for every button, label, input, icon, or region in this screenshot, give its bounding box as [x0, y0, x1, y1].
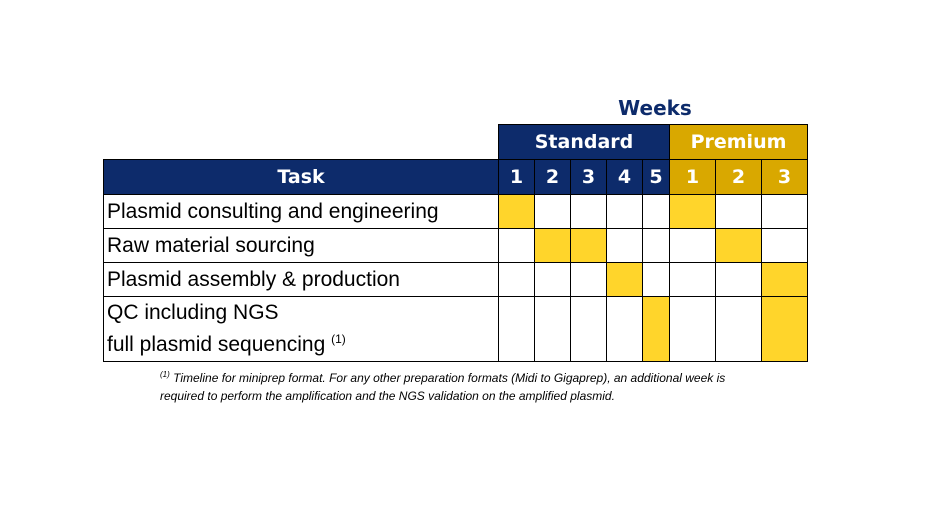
timeline-cell — [498, 194, 535, 229]
timeline-cell — [606, 296, 643, 362]
timeline-cell — [642, 262, 670, 297]
premium-week-header: 2 — [715, 159, 762, 195]
task-row: Raw material sourcing — [103, 228, 808, 263]
standard-week-header: 2 — [534, 159, 571, 195]
timeline-cell — [642, 228, 670, 263]
timeline-cell — [761, 194, 808, 229]
timeline-cell — [570, 228, 607, 263]
task-name: Plasmid assembly & production — [103, 262, 499, 297]
task-row: Plasmid consulting and engineering — [103, 194, 808, 229]
premium-group-header: Premium — [669, 124, 808, 160]
timeline-cell — [642, 194, 670, 229]
timeline-cell — [534, 194, 571, 229]
weeks-title: Weeks — [618, 96, 692, 120]
timeline-cell — [715, 296, 762, 362]
task-name-line2: full plasmid sequencing — [107, 333, 326, 356]
standard-week-header: 1 — [498, 159, 535, 195]
timeline-cell — [642, 296, 670, 362]
task-name: QC including NGS full plasmid sequencing… — [103, 296, 499, 362]
timeline-cell — [498, 296, 535, 362]
timeline-cell — [606, 262, 643, 297]
task-column-header: Task — [103, 159, 499, 195]
timeline-cell — [715, 228, 762, 263]
footnote-marker: (1) — [160, 370, 170, 379]
timeline-cell — [715, 262, 762, 297]
timeline-cell — [669, 262, 716, 297]
timeline-cell — [761, 296, 808, 362]
timeline-cell — [498, 262, 535, 297]
timeline-cell — [570, 262, 607, 297]
footnote-text: Timeline for miniprep format. For any ot… — [160, 371, 726, 403]
task-name-line1: QC including NGS — [107, 301, 279, 324]
gantt-table: Standard Premium Task 1 2 3 4 5 1 2 3 Pl… — [103, 124, 808, 362]
task-row: Plasmid assembly & production — [103, 262, 808, 297]
timeline-cell — [606, 228, 643, 263]
timeline-cell — [715, 194, 762, 229]
timeline-cell — [534, 262, 571, 297]
footnote-ref: (1) — [331, 332, 346, 346]
standard-week-header: 3 — [570, 159, 607, 195]
timeline-cell — [669, 228, 716, 263]
task-row: QC including NGS full plasmid sequencing… — [103, 296, 808, 362]
timeline-cell — [534, 228, 571, 263]
task-name: Plasmid consulting and engineering — [103, 194, 499, 229]
timeline-cell — [669, 194, 716, 229]
timeline-cell — [761, 262, 808, 297]
timeline-cell — [761, 228, 808, 263]
premium-week-header: 3 — [761, 159, 808, 195]
premium-week-header: 1 — [669, 159, 716, 195]
timeline-cell — [570, 194, 607, 229]
timeline-cell — [570, 296, 607, 362]
standard-group-header: Standard — [498, 124, 670, 160]
footnote: (1) Timeline for miniprep format. For an… — [160, 366, 740, 405]
standard-week-header: 5 — [642, 159, 670, 195]
timeline-cell — [606, 194, 643, 229]
blank-corner — [104, 125, 499, 160]
timeline-cell — [669, 296, 716, 362]
timeline-cell — [498, 228, 535, 263]
task-name: Raw material sourcing — [103, 228, 499, 263]
timeline-cell — [534, 296, 571, 362]
standard-week-header: 4 — [606, 159, 643, 195]
